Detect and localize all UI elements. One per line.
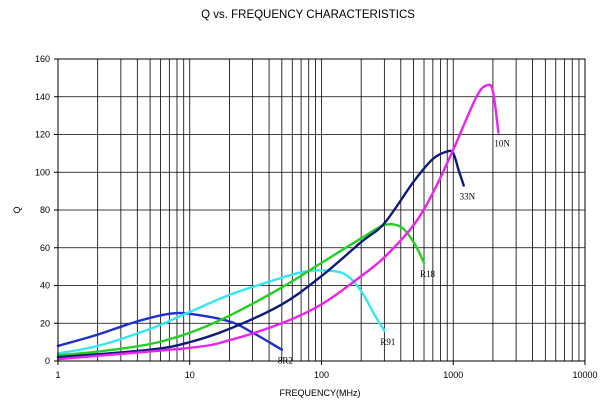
y-tick-label: 100 bbox=[35, 167, 50, 177]
y-tick-label: 60 bbox=[40, 243, 50, 253]
axis-ticks: 1 10 100 1000 10000 0 20 40 60 80 100 120 140 160 bbox=[35, 54, 598, 380]
series-label-10n: 10N bbox=[494, 139, 510, 149]
series-line-8r2 bbox=[56, 311, 283, 351]
y-tick-label: 40 bbox=[40, 281, 50, 291]
y-tick-label: 0 bbox=[45, 356, 50, 366]
y-axis-label: Q bbox=[12, 206, 22, 213]
series-line-10n bbox=[56, 83, 500, 361]
y-tick-label: 120 bbox=[35, 130, 50, 140]
series-label-r18: R18 bbox=[420, 269, 436, 279]
grid bbox=[58, 59, 585, 361]
y-tick-label: 20 bbox=[40, 318, 50, 328]
series-label-r91: R91 bbox=[380, 337, 395, 347]
series-line-r18 bbox=[56, 222, 426, 357]
x-tick-label: 1000 bbox=[443, 370, 463, 380]
series-label-33n: 33N bbox=[460, 191, 476, 201]
chart-title: Q vs. FREQUENCY CHARACTERISTICS bbox=[201, 9, 415, 21]
y-tick-label: 140 bbox=[35, 92, 50, 102]
y-tick-label: 160 bbox=[35, 54, 50, 64]
x-tick-label: 10000 bbox=[572, 370, 597, 380]
x-axis-label: FREQUENCY(MHz) bbox=[280, 388, 361, 398]
x-tick-label: 100 bbox=[314, 370, 329, 380]
plot-frame bbox=[57, 58, 586, 362]
x-tick-label: 10 bbox=[185, 370, 195, 380]
x-tick-label: 1 bbox=[55, 370, 60, 380]
y-tick-label: 80 bbox=[40, 205, 50, 215]
series-line-r91 bbox=[56, 269, 386, 355]
